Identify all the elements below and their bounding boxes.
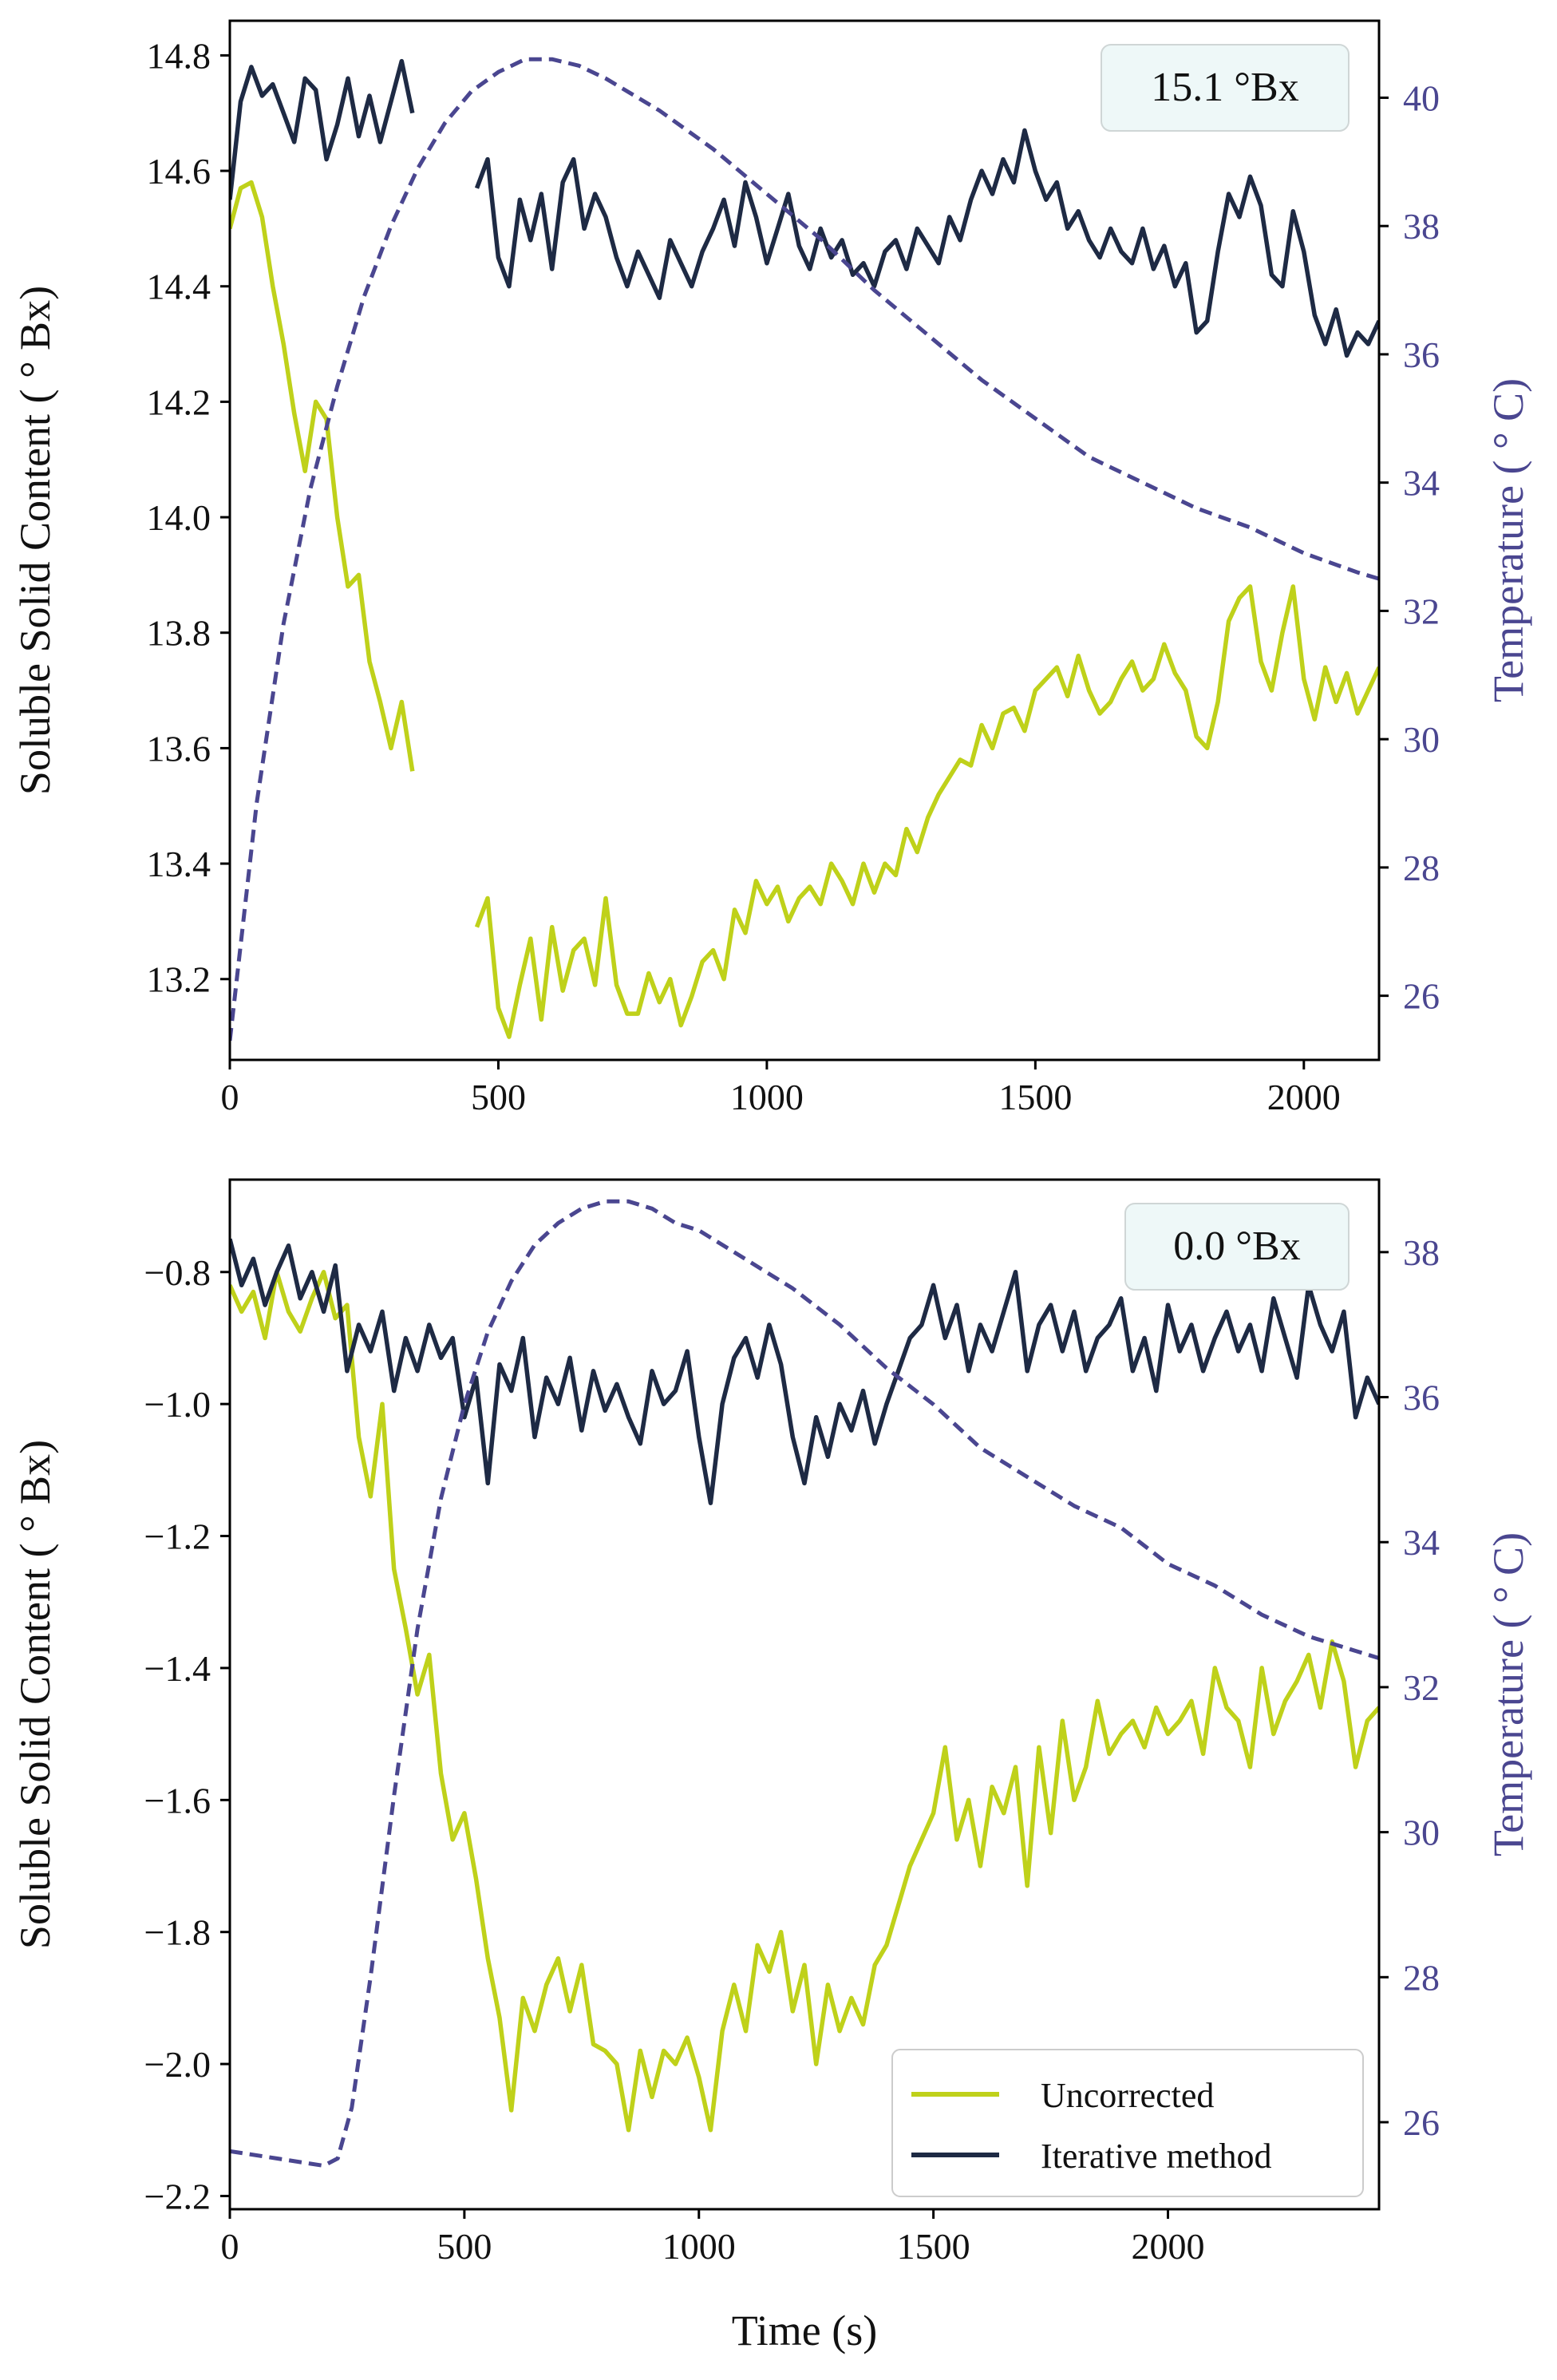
- y-tick-label: 14.6: [147, 151, 211, 192]
- plot-frame: [228, 1178, 1381, 2211]
- y2-tick-label: 40: [1403, 77, 1440, 118]
- x-tick-label: 500: [437, 2226, 492, 2267]
- y-tick-label: 14.0: [147, 497, 211, 538]
- y-axis-label: Soluble Solid Content ( ° Bx): [11, 286, 59, 795]
- annotation-label: 15.1 °Bx: [1151, 65, 1298, 110]
- x-tick-label: 1500: [998, 1077, 1072, 1117]
- x-tick-label: 1000: [730, 1077, 804, 1117]
- y-axis-label: Soluble Solid Content ( ° Bx): [11, 1440, 59, 1949]
- y2-tick-label: 26: [1403, 976, 1440, 1017]
- plot-area: [230, 57, 1379, 1042]
- x-tick-label: 500: [471, 1077, 526, 1117]
- y2-tick-label: 34: [1403, 1522, 1440, 1563]
- y2-tick-label: 30: [1403, 719, 1440, 760]
- y2-tick-label: 36: [1403, 1378, 1440, 1418]
- y2-tick-label: 32: [1403, 591, 1440, 631]
- x-tick-label: 0: [221, 1077, 239, 1117]
- series-line-temperature: [230, 1199, 1379, 2168]
- series-line-temperature: [230, 57, 1379, 1042]
- y2-tick-label: 36: [1403, 334, 1440, 375]
- y2-tick-label: 30: [1403, 1813, 1440, 1853]
- y-tick-label: −1.8: [144, 1912, 211, 1953]
- y2-tick-label: 28: [1403, 1957, 1440, 1998]
- annotation-box: [1101, 44, 1350, 132]
- series-line-iterative-method: [230, 1238, 1379, 1505]
- annotation-label: 0.0 °Bx: [1173, 1224, 1300, 1269]
- x-tick-label: 1000: [662, 2226, 736, 2267]
- y-tick-label: −1.2: [144, 1516, 211, 1557]
- y-tick-label: 14.2: [147, 382, 211, 422]
- y-tick-label: −2.2: [144, 2176, 211, 2216]
- bottom-panel: 0 500 1000 1500 2000 −2.2 −2.0 −1.8 −1.6 −1.4 −1.2…: [11, 1178, 1532, 2354]
- y-tick-label: 14.8: [147, 35, 211, 76]
- plot-area: [230, 1199, 1379, 2168]
- y2-axis-label: Temperature ( ° C): [1484, 1532, 1532, 1856]
- x-axis-label: Time (s): [732, 2307, 878, 2354]
- y-tick-label: 13.2: [147, 959, 211, 1000]
- legend-label-uncorrected: Uncorrected: [1041, 2076, 1214, 2115]
- series-line-iterative-method: [230, 58, 415, 200]
- annotation-box: [1124, 1203, 1350, 1291]
- y-tick-label: −1.0: [144, 1384, 211, 1425]
- x-tick-label: 1500: [897, 2226, 970, 2267]
- y-tick-label: 14.4: [147, 267, 211, 307]
- y2-tick-label: 34: [1403, 463, 1440, 504]
- plot-frame: [228, 19, 1381, 1062]
- legend-label-iterative: Iterative method: [1041, 2137, 1272, 2176]
- y-tick-label: −0.8: [144, 1252, 211, 1293]
- y-tick-label: −1.6: [144, 1780, 211, 1821]
- series-line-uncorrected: [474, 584, 1379, 1039]
- y2-axis-label: Temperature ( ° C): [1484, 378, 1532, 702]
- y-tick-label: 13.6: [147, 728, 211, 769]
- top-panel: 0 500 1000 1500 2000 13.2 13.4 13.6 13.8 14.0 14.2…: [11, 19, 1532, 1117]
- y2-tick-label: 38: [1403, 1232, 1440, 1273]
- series-line-uncorrected: [230, 1270, 1379, 2133]
- y-tick-label: 13.4: [147, 844, 211, 884]
- y-tick-label: −2.0: [144, 2044, 211, 2085]
- y2-tick-label: 38: [1403, 206, 1440, 247]
- series-line-iterative-method: [474, 128, 1379, 358]
- x-tick-label: 2000: [1267, 1077, 1341, 1117]
- x-tick-label: 2000: [1132, 2226, 1205, 2267]
- y2-tick-label: 28: [1403, 848, 1440, 888]
- y2-tick-label: 26: [1403, 2102, 1440, 2143]
- x-tick-label: 0: [221, 2226, 239, 2267]
- y-tick-label: 13.8: [147, 613, 211, 654]
- y-tick-label: −1.4: [144, 1648, 211, 1689]
- y2-tick-label: 32: [1403, 1667, 1440, 1708]
- legend-box: [891, 2049, 1364, 2197]
- series-line-uncorrected: [230, 180, 415, 772]
